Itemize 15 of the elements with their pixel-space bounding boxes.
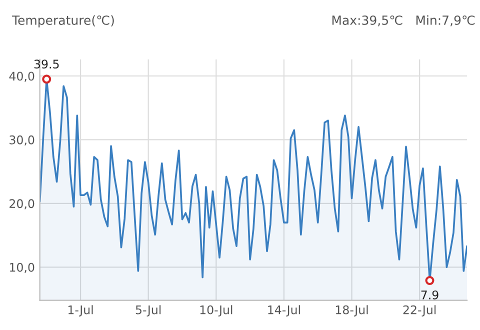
- y-tick-label: 40,0: [9, 72, 34, 82]
- annotation: 7.9: [421, 290, 438, 300]
- text: Min:7,9℃: [416, 15, 475, 26]
- y-tick-label: 30,0: [10, 135, 34, 146]
- annotation: 39.5: [34, 60, 59, 69]
- x-tick-label: 10-Jul: [200, 305, 232, 316]
- y-tick-label: 20,0: [10, 199, 34, 210]
- x-tick-label: 5-Jul: [136, 305, 161, 316]
- x-tick-label: 1-Jul: [68, 305, 93, 316]
- chart-title: Temperature(℃): [12, 15, 114, 28]
- x-tick-label: 18-Jul: [336, 305, 368, 316]
- x-tick-label: 14-Jul: [268, 305, 300, 316]
- x-tick-label: 22-Jul: [403, 305, 436, 316]
- text: Max:39,5℃: [332, 15, 402, 26]
- y-tick-label: 10,0: [10, 262, 34, 274]
